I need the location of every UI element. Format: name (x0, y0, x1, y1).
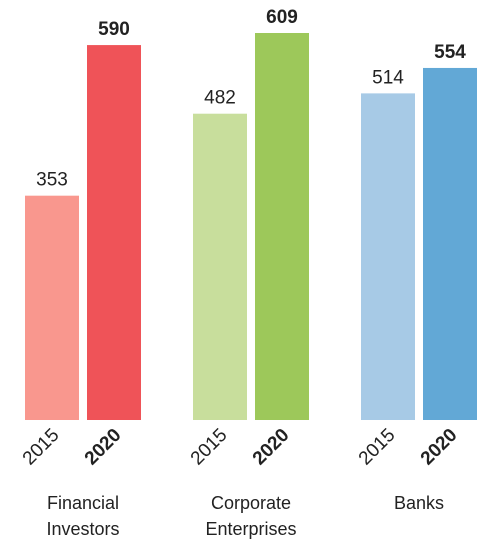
year-label: 2015 (355, 425, 400, 470)
value-label: 554 (434, 42, 466, 63)
year-label: 2015 (187, 425, 232, 470)
year-label: 2020 (249, 425, 294, 470)
value-label: 353 (36, 170, 68, 191)
year-label: 2020 (81, 425, 126, 470)
value-label: 514 (372, 67, 404, 88)
bar (87, 45, 141, 421)
bar (423, 67, 477, 420)
category-label: Banks (393, 493, 445, 513)
category-label: Corporate Enterprises (205, 493, 297, 539)
bar (255, 33, 309, 420)
category-label: Financial Investors (46, 493, 120, 539)
value-label: 482 (204, 88, 236, 109)
bar (193, 113, 247, 420)
year-label: 2020 (417, 425, 462, 470)
year-label: 2015 (19, 425, 64, 470)
bar (25, 195, 79, 420)
bar (361, 93, 415, 421)
value-label: 590 (98, 19, 130, 40)
value-label: 609 (266, 7, 298, 28)
